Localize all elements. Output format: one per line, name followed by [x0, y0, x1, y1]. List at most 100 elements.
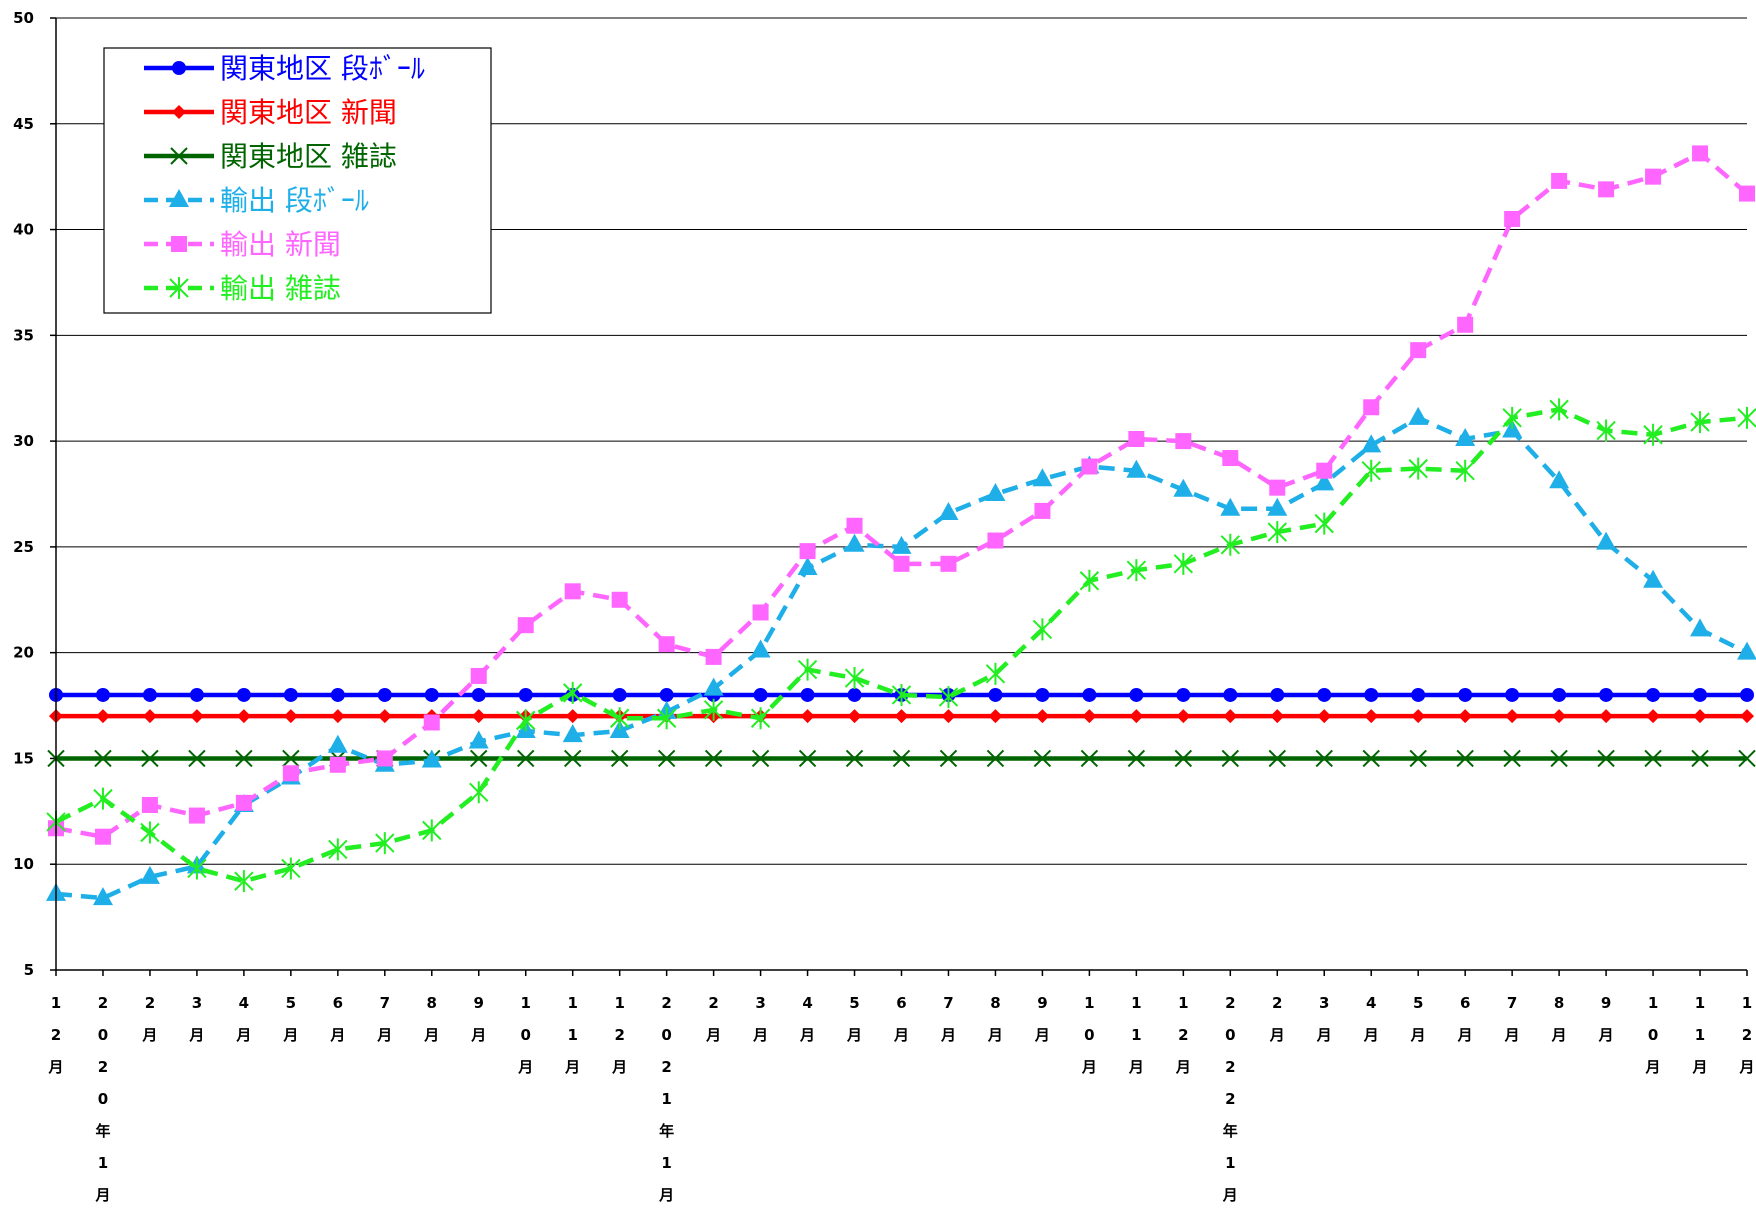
data-point: [1033, 749, 1052, 768]
data-point: [142, 709, 157, 724]
data-point: [517, 749, 535, 768]
data-point: [891, 683, 912, 706]
data-point: [610, 749, 629, 768]
legend-label: 関東地区 雑誌: [220, 140, 397, 173]
data-point: [141, 749, 159, 768]
data-point: [94, 828, 111, 845]
data-point: [1646, 709, 1661, 724]
y-tick-label: 45: [13, 115, 34, 133]
data-point: [612, 687, 627, 702]
data-point: [658, 636, 675, 653]
data-point: [189, 709, 204, 724]
y-tick-label: 40: [13, 221, 34, 239]
data-point: [1222, 450, 1239, 467]
data-point: [844, 533, 865, 552]
data-point: [938, 502, 959, 521]
data-point: [423, 714, 440, 731]
data-point: [562, 724, 583, 743]
data-point: [1738, 749, 1756, 768]
data-point: [1456, 749, 1474, 768]
data-point: [703, 698, 724, 721]
data-point: [1317, 687, 1332, 702]
data-point: [892, 749, 911, 768]
data-point: [517, 617, 534, 634]
data-point: [800, 709, 815, 724]
data-point: [1269, 479, 1286, 496]
data-point: [139, 865, 160, 884]
legend-item: 関東地区 雑誌: [144, 140, 397, 173]
data-point: [703, 677, 724, 696]
data-point: [985, 662, 1006, 685]
data-point: [705, 648, 722, 665]
data-point: [1549, 398, 1569, 421]
data-point: [562, 681, 583, 704]
data-point: [140, 821, 160, 844]
data-point: [1598, 181, 1615, 198]
data-point: [797, 557, 818, 576]
data-point: [1643, 423, 1663, 446]
data-point: [797, 658, 818, 681]
data-point: [1223, 687, 1238, 702]
data-point: [376, 750, 393, 767]
data-point: [377, 709, 392, 724]
series-layer: [46, 145, 1756, 906]
data-point: [330, 687, 345, 702]
data-point: [235, 749, 253, 768]
data-point: [1314, 512, 1334, 535]
y-tick-label: 50: [13, 9, 34, 27]
data-point: [1035, 709, 1050, 724]
data-point: [1082, 709, 1097, 724]
data-point: [985, 483, 1006, 501]
data-point: [1032, 468, 1053, 487]
data-point: [469, 781, 489, 804]
data-point: [987, 532, 1004, 549]
data-point: [188, 807, 205, 824]
data-point: [894, 709, 909, 724]
legend-label: 関東地区 新聞: [220, 96, 397, 129]
y-tick-label: 5: [24, 961, 34, 979]
data-point: [1316, 462, 1333, 479]
data-point: [327, 734, 348, 753]
data-point: [1176, 687, 1191, 702]
data-point: [282, 765, 299, 782]
data-point: [1361, 459, 1381, 482]
data-point: [281, 857, 301, 880]
data-point: [1503, 749, 1521, 768]
data-point: [471, 709, 486, 724]
y-tick-label: 35: [13, 326, 34, 344]
data-point: [988, 709, 1003, 724]
data-point: [753, 687, 768, 702]
data-point: [1458, 709, 1473, 724]
data-point: [93, 787, 113, 810]
legend-box: [103, 47, 492, 314]
data-point: [659, 687, 674, 702]
data-point: [1270, 687, 1285, 702]
data-point: [330, 709, 345, 724]
data-point: [188, 749, 206, 768]
data-point: [1408, 457, 1428, 480]
legend-marker: [171, 236, 187, 252]
data-point: [94, 749, 112, 768]
data-point: [1080, 749, 1099, 768]
data-point: [1408, 406, 1429, 425]
data-point: [1364, 709, 1379, 724]
data-point: [657, 749, 676, 768]
series-6: [46, 398, 1756, 893]
legend-marker: [169, 277, 189, 299]
data-point: [1646, 687, 1661, 702]
